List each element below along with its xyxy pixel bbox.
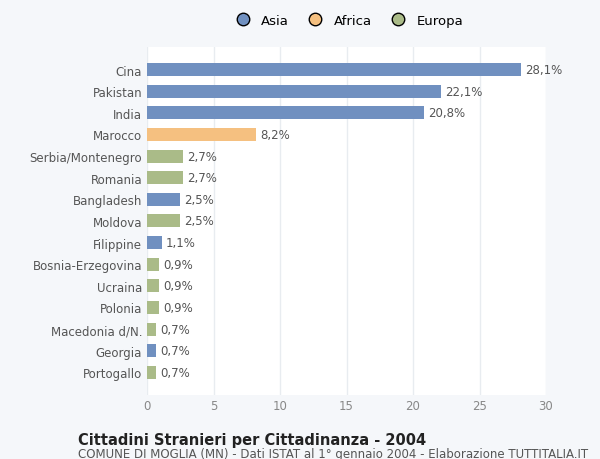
Bar <box>147 172 183 185</box>
Text: COMUNE DI MOGLIA (MN) - Dati ISTAT al 1° gennaio 2004 - Elaborazione TUTTITALIA.: COMUNE DI MOGLIA (MN) - Dati ISTAT al 1°… <box>78 448 588 459</box>
Bar <box>147 193 180 207</box>
Bar <box>147 366 157 379</box>
Text: 0,7%: 0,7% <box>160 323 190 336</box>
Text: 20,8%: 20,8% <box>428 107 465 120</box>
Bar <box>147 85 441 99</box>
Bar <box>147 107 424 120</box>
Text: 0,9%: 0,9% <box>163 301 193 314</box>
Bar <box>147 150 183 163</box>
Text: 2,7%: 2,7% <box>187 150 217 163</box>
Bar <box>147 258 159 271</box>
Text: 0,9%: 0,9% <box>163 280 193 293</box>
Bar <box>147 236 161 250</box>
Bar <box>147 344 157 358</box>
Text: 0,7%: 0,7% <box>160 366 190 379</box>
Text: 1,1%: 1,1% <box>166 236 196 250</box>
Bar <box>147 64 521 77</box>
Text: 0,9%: 0,9% <box>163 258 193 271</box>
Text: 0,7%: 0,7% <box>160 344 190 358</box>
Text: 8,2%: 8,2% <box>260 129 290 142</box>
Bar <box>147 215 180 228</box>
Bar <box>147 129 256 142</box>
Bar <box>147 323 157 336</box>
Text: 22,1%: 22,1% <box>445 85 482 99</box>
Bar <box>147 280 159 293</box>
Legend: Asia, Africa, Europa: Asia, Africa, Europa <box>224 10 469 33</box>
Text: 2,5%: 2,5% <box>184 215 214 228</box>
Bar <box>147 301 159 314</box>
Text: 2,5%: 2,5% <box>184 193 214 207</box>
Text: Cittadini Stranieri per Cittadinanza - 2004: Cittadini Stranieri per Cittadinanza - 2… <box>78 432 426 448</box>
Text: 28,1%: 28,1% <box>525 64 562 77</box>
Text: 2,7%: 2,7% <box>187 172 217 185</box>
